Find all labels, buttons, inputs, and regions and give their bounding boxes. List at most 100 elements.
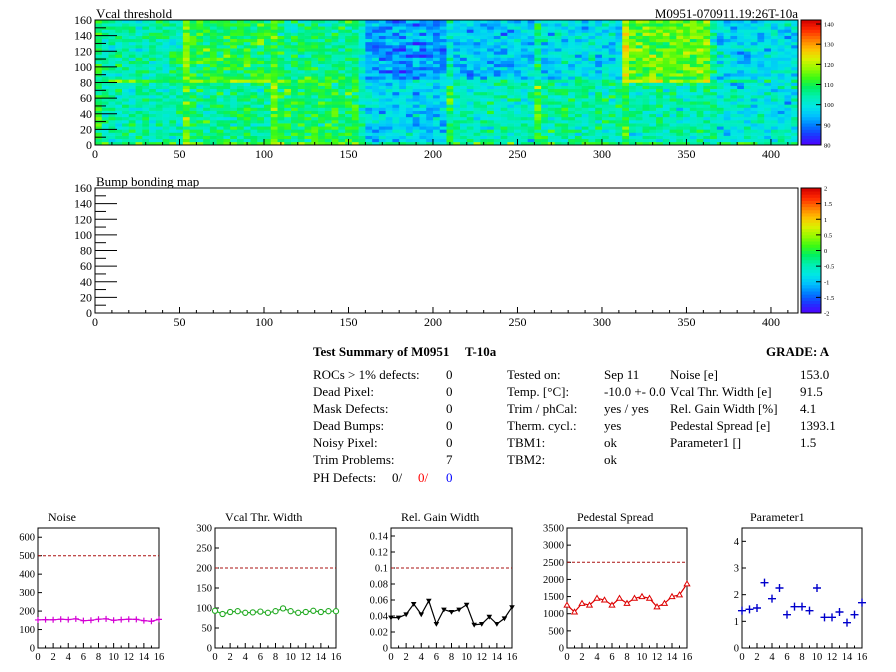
data-point (249, 609, 256, 616)
x-tick-label: 2 (579, 652, 584, 663)
plot-frame (37, 527, 160, 649)
data-point (608, 601, 616, 608)
z-tick-label: -2 (824, 311, 829, 318)
data-point (219, 610, 226, 618)
y-tick-label: 300 (19, 588, 35, 599)
z-tick-label: 100 (824, 102, 834, 109)
data-point (675, 591, 684, 598)
data-point (668, 592, 676, 600)
y-tick-label: 20 (80, 290, 92, 304)
data-point (683, 580, 691, 587)
col2-label: Therm. cycl.: (507, 418, 577, 433)
x-tick-label: 0 (739, 652, 744, 663)
y-tick-label: 3000 (543, 541, 564, 552)
data-point (295, 609, 302, 616)
data-point (226, 608, 234, 616)
x-tick-label: 16 (154, 652, 165, 663)
y-tick-label: 0.14 (370, 532, 389, 543)
y-tick-label: 200 (196, 564, 212, 575)
y-tick-label: 2 (734, 590, 739, 601)
y-tick-label: 250 (196, 544, 212, 555)
z-tick-label: 110 (824, 82, 834, 89)
data-point (585, 601, 594, 608)
col1-label: ROCs > 1% defects: (313, 367, 420, 382)
data-point (509, 605, 515, 610)
x-tick-label: 14 (316, 652, 327, 663)
y-tick-label: 50 (202, 624, 213, 635)
z-tick-label: 140 (824, 22, 834, 29)
data-point (410, 602, 417, 607)
x-tick-label: 16 (507, 652, 518, 663)
col2-value: -10.0 +- 0.0 (604, 384, 666, 399)
x-tick-label: 250 (508, 147, 526, 161)
data-point (156, 616, 162, 623)
y-tick-label: 3500 (543, 524, 564, 535)
y-tick-label: 60 (80, 259, 92, 273)
data-point (858, 598, 866, 607)
ph-defects-value-2: 0/ (418, 470, 429, 485)
z-tick-label: 0.5 (824, 232, 832, 239)
x-tick-label: 14 (842, 652, 853, 663)
y-tick-label: 100 (74, 60, 92, 74)
x-tick-label: 6 (434, 652, 439, 663)
z-tick-label: -1 (824, 279, 829, 286)
data-point (578, 599, 586, 606)
x-tick-label: 4 (594, 652, 600, 663)
z-tick-label: 1.5 (824, 201, 832, 208)
data-point (426, 598, 432, 604)
y-tick-label: 2000 (543, 575, 564, 586)
x-tick-label: 4 (419, 652, 425, 663)
data-point (65, 616, 72, 623)
summary-grade: GRADE: A (766, 344, 830, 359)
x-tick-label: 300 (593, 315, 611, 329)
data-point (433, 622, 440, 627)
y-tick-label: 120 (74, 44, 92, 58)
col1-label: Mask Defects: (313, 401, 389, 416)
x-tick-label: 2 (754, 652, 759, 663)
col1-value: 0 (446, 418, 453, 433)
data-point (211, 607, 219, 614)
data-point (645, 594, 654, 601)
x-tick-label: 50 (173, 147, 185, 161)
y-tick-label: 500 (548, 626, 564, 637)
z-tick-label: 120 (824, 62, 834, 69)
x-tick-label: 10 (108, 652, 119, 663)
x-tick-label: 400 (762, 147, 780, 161)
x-tick-label: 2 (51, 652, 56, 663)
chart-title: Noise (48, 510, 76, 524)
data-point (638, 592, 646, 600)
col1-label: Trim Problems: (313, 452, 395, 467)
y-tick-label: 1 (734, 617, 739, 628)
summary-temp-tag: T-10a (465, 344, 497, 359)
data-point (50, 616, 57, 623)
y-tick-label: 0.04 (370, 612, 389, 623)
y-tick-label: 140 (74, 197, 92, 211)
x-tick-label: 100 (255, 315, 273, 329)
y-tick-label: 140 (74, 29, 92, 43)
y-tick-label: 40 (80, 107, 92, 121)
data-point (272, 608, 279, 615)
data-point (441, 607, 447, 613)
x-tick-label: 14 (139, 652, 150, 663)
y-tick-label: 160 (74, 181, 92, 195)
data-point (57, 616, 64, 623)
y-tick-label: 100 (196, 604, 212, 615)
x-tick-label: 0 (92, 315, 98, 329)
y-tick-label: 0.02 (370, 628, 388, 639)
ph-defects-value-3: 0 (446, 470, 453, 485)
z-tick-label: 130 (824, 42, 834, 49)
data-point (494, 622, 500, 627)
z-tick-label: 90 (824, 122, 831, 129)
col2-value: Sep 11 (604, 367, 640, 382)
col3-value: 153.0 (800, 367, 830, 382)
y-tick-label: 0.08 (370, 580, 388, 591)
plot-area (95, 188, 798, 313)
x-tick-label: 0 (212, 652, 217, 663)
x-tick-label: 8 (273, 652, 278, 663)
chart-title: Vcal Thr. Width (225, 510, 302, 524)
plot-frame (214, 527, 337, 649)
heatmap-panel-0: 0 50 100 150 200 250 300 350 4000204060801001201… (74, 6, 834, 161)
